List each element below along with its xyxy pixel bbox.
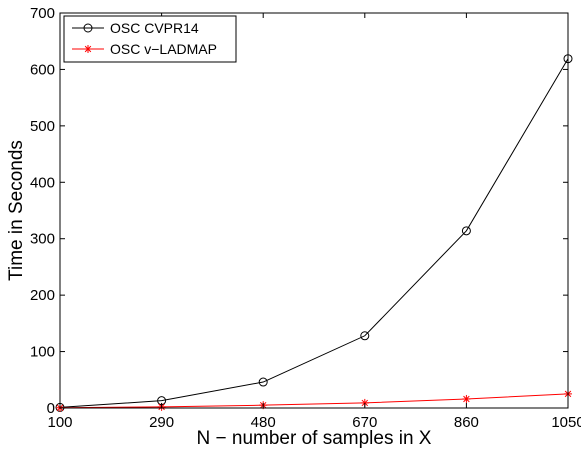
x-tick-label: 670 [352, 414, 377, 431]
legend-marker [83, 23, 93, 33]
legend-item: OSC v−LADMAP [72, 41, 217, 57]
y-tick-label: 400 [30, 174, 55, 191]
y-tick-label: 100 [30, 344, 55, 361]
y-tick-label: 0 [47, 400, 55, 417]
legend: OSC CVPR14 OSC v−LADMAP [63, 15, 237, 63]
ticks-layer: 100 290 480 670 860 1050010020030040050060070… [30, 5, 581, 431]
legend-label: OSC v−LADMAP [110, 41, 217, 57]
legend-box [63, 15, 237, 63]
x-tick-label: 290 [149, 414, 174, 431]
x-tick-label: 480 [251, 414, 276, 431]
series-line [59, 58, 569, 408]
data-point [461, 226, 471, 236]
legend-marker [84, 45, 92, 53]
data-point [462, 394, 471, 403]
x-tick-label: 860 [454, 414, 479, 431]
y-tick-label: 600 [30, 61, 55, 78]
y-axis-title: Time in Seconds [6, 140, 27, 281]
plot-area-frame [59, 12, 569, 409]
legend-item: OSC CVPR14 [72, 20, 199, 36]
y-tick-label: 700 [30, 5, 55, 22]
y-tick-label: 500 [30, 118, 55, 135]
y-tick-label: 300 [30, 231, 55, 248]
x-tick-label: 1050 [551, 414, 581, 431]
x-tick-label: 100 [47, 414, 72, 431]
data-point [360, 331, 370, 341]
x-axis-title: N − number of samples in X [197, 428, 432, 449]
series-line [59, 393, 569, 409]
data-point [258, 377, 268, 387]
legend-label: OSC CVPR14 [110, 20, 199, 36]
y-tick-label: 200 [30, 287, 55, 304]
